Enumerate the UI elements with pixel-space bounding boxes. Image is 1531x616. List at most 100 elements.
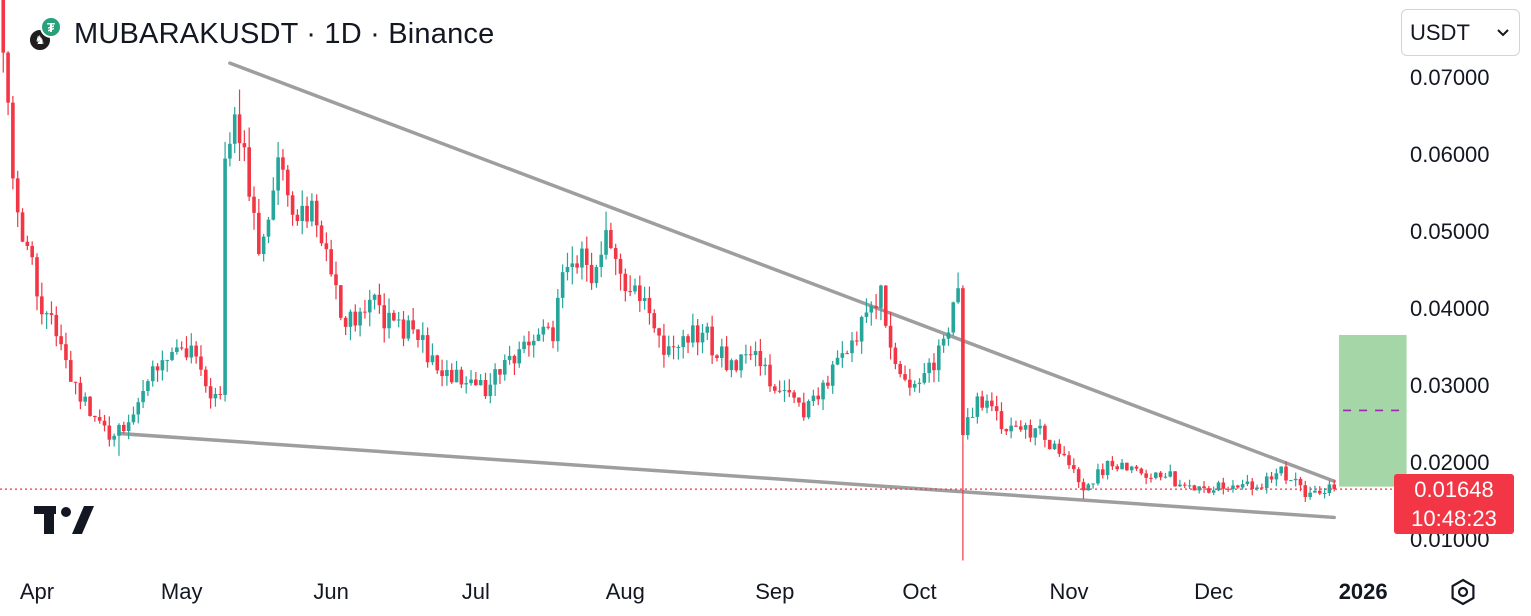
candle xyxy=(1269,471,1274,483)
candle xyxy=(1313,485,1317,493)
price-tick-label: 0.04000 xyxy=(1410,296,1490,321)
candle xyxy=(594,264,599,288)
candle xyxy=(729,358,734,378)
candle xyxy=(869,301,874,326)
candle xyxy=(1134,464,1139,471)
price-tick-label: 0.02000 xyxy=(1410,450,1490,475)
candle xyxy=(35,253,39,311)
candle xyxy=(112,433,116,447)
candle xyxy=(536,328,541,342)
candle xyxy=(691,313,695,348)
time-axis[interactable]: Apr May Jun Jul Aug Sep Oct Nov Dec 2026 xyxy=(20,579,1388,604)
candle xyxy=(936,339,941,382)
currency-select-value: USDT xyxy=(1410,19,1470,45)
candle xyxy=(826,375,830,389)
candle xyxy=(281,149,285,181)
time-tick-label: Jul xyxy=(462,579,490,604)
candle xyxy=(440,359,444,387)
candle xyxy=(956,272,960,304)
candle xyxy=(1144,469,1148,485)
candle xyxy=(6,51,10,116)
target-zone xyxy=(1339,334,1407,487)
candle xyxy=(1274,468,1279,487)
candle xyxy=(396,312,401,328)
tradingview-logo[interactable] xyxy=(34,504,96,536)
candle xyxy=(1178,479,1182,487)
price-axis[interactable]: 0.010000.020000.030000.040000.050000.060… xyxy=(1410,65,1490,552)
candle xyxy=(1154,471,1158,480)
candle xyxy=(411,308,415,334)
candle xyxy=(980,390,984,411)
candle xyxy=(1284,461,1288,485)
candle xyxy=(657,327,661,348)
candle xyxy=(1076,467,1081,488)
candle xyxy=(122,421,126,434)
candle xyxy=(141,380,145,409)
candle xyxy=(1173,471,1177,487)
candle xyxy=(975,392,980,424)
candle xyxy=(1211,486,1216,496)
candle xyxy=(88,395,92,417)
candle xyxy=(372,293,377,310)
candle xyxy=(604,211,608,260)
candle xyxy=(1067,451,1071,469)
candle xyxy=(30,241,34,265)
candle xyxy=(1100,463,1105,479)
candle xyxy=(946,327,951,346)
candle xyxy=(599,241,604,278)
trendline[interactable] xyxy=(228,61,1336,483)
last-price-label: 0.01648 10:48:23 xyxy=(1394,474,1514,534)
candle xyxy=(285,165,290,207)
candle xyxy=(840,341,845,368)
candle xyxy=(170,347,174,362)
time-tick-label: Oct xyxy=(902,579,936,604)
candle xyxy=(773,384,777,394)
candle xyxy=(502,354,507,381)
candle xyxy=(150,360,155,387)
candle xyxy=(416,329,420,348)
candle xyxy=(1120,458,1124,470)
candle xyxy=(580,241,584,280)
symbol-title[interactable]: MUBARAKUSDT · 1D · Binance xyxy=(74,17,495,50)
candle xyxy=(628,275,632,297)
candle xyxy=(541,319,546,342)
candle xyxy=(850,332,854,363)
candle xyxy=(609,222,613,250)
candle xyxy=(1105,460,1110,480)
candle xyxy=(763,357,767,376)
candle xyxy=(1081,478,1086,499)
candle xyxy=(295,209,300,226)
settings-hexagon-icon[interactable] xyxy=(1448,577,1478,607)
candle xyxy=(353,304,358,332)
candle xyxy=(811,389,816,407)
candle xyxy=(1289,479,1293,482)
time-tick-label: Sep xyxy=(755,579,794,604)
candle xyxy=(261,233,266,262)
candle xyxy=(903,365,907,382)
candle xyxy=(401,311,406,347)
candle xyxy=(454,360,459,383)
candle xyxy=(459,366,464,389)
candle xyxy=(20,208,25,243)
time-tick-label: Apr xyxy=(20,579,54,604)
candle xyxy=(208,378,213,409)
candle xyxy=(527,331,531,357)
candle xyxy=(671,335,676,360)
trendline[interactable] xyxy=(117,431,1336,520)
candle xyxy=(367,289,372,327)
candle xyxy=(73,381,78,395)
candle xyxy=(107,416,112,447)
candle xyxy=(11,95,15,190)
candle xyxy=(1322,487,1327,499)
candle xyxy=(1091,483,1095,489)
candle xyxy=(1182,482,1187,489)
price-tick-label: 0.06000 xyxy=(1410,142,1490,167)
candle xyxy=(985,394,989,414)
currency-select[interactable]: USDT xyxy=(1401,9,1520,56)
candle xyxy=(531,334,536,358)
candle xyxy=(951,301,956,336)
candle xyxy=(469,370,473,386)
candle xyxy=(623,268,628,302)
candle xyxy=(1062,446,1066,457)
